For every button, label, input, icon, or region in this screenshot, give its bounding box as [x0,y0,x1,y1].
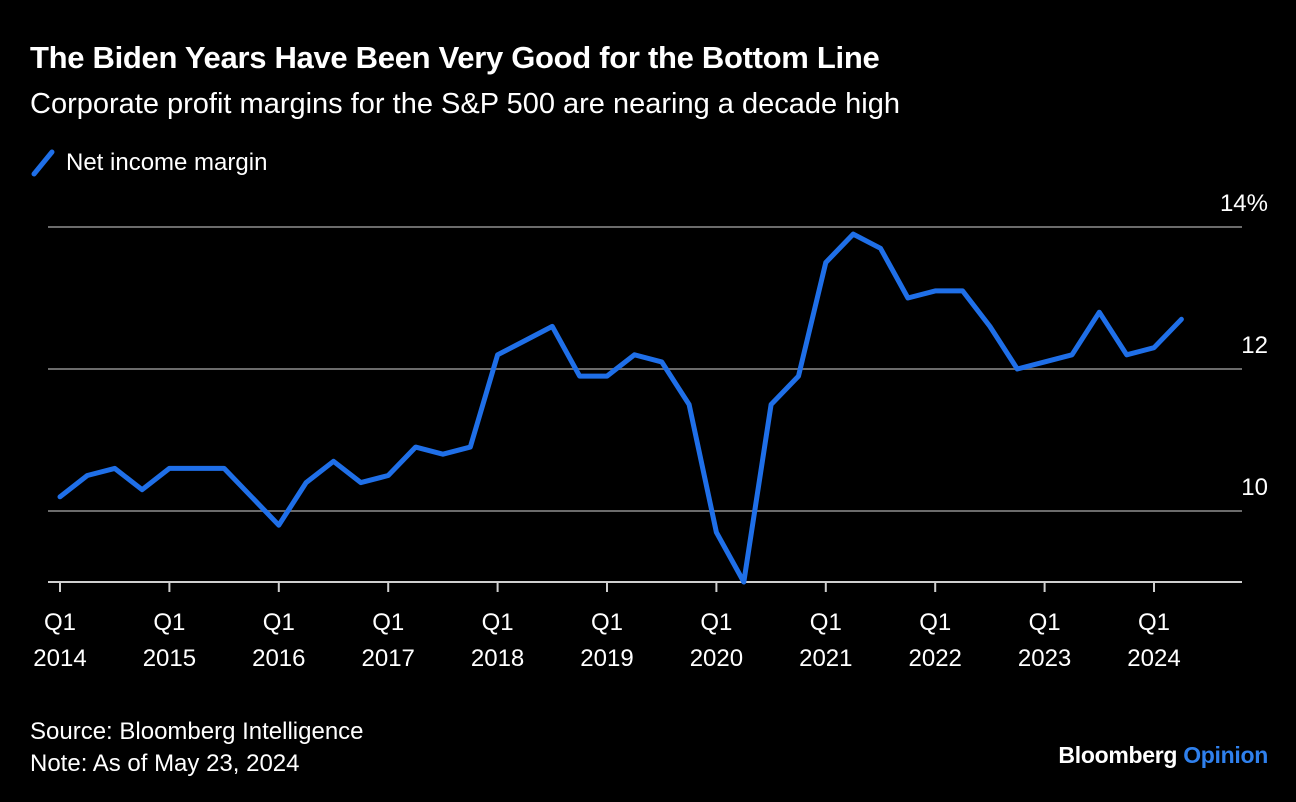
x-tick-quarter-2022: Q1 [919,609,951,636]
x-tick-quarter-2024: Q1 [1138,609,1170,636]
x-tick-year-2014: 2014 [33,645,86,672]
y-tick-label-14: 14% [1220,190,1268,217]
x-tick-quarter-2017: Q1 [372,609,404,636]
footer: Source: Bloomberg Intelligence Note: As … [30,716,364,780]
x-tick-year-2016: 2016 [252,645,305,672]
x-tick-year-2022: 2022 [909,645,962,672]
x-tick-year-2017: 2017 [362,645,415,672]
bloomberg-opinion-logo: Bloomberg Opinion [1058,742,1268,769]
x-tick-year-2020: 2020 [690,645,743,672]
legend-label: Net income margin [66,149,268,176]
source-note: Source: Bloomberg Intelligence [30,718,364,745]
x-tick-quarter-2019: Q1 [591,609,623,636]
x-tick-year-2023: 2023 [1018,645,1071,672]
legend-line-icon [31,149,55,177]
x-tick-quarter-2014: Q1 [44,609,76,636]
x-tick-quarter-2020: Q1 [700,609,732,636]
line-chart: 10 12 14% Q1 2014 Q1 2015 Q1 2016 Q1 2017 Q1 2018 Q1 2… [33,190,1268,672]
y-tick-label-12: 12 [1241,332,1268,359]
x-tick-quarter-2015: Q1 [153,609,185,636]
chart-subtitle: Corporate profit margins for the S&P 500… [30,88,900,120]
x-tick-quarter-2016: Q1 [263,609,295,636]
x-tick-quarter-2021: Q1 [810,609,842,636]
x-tick-year-2018: 2018 [471,645,524,672]
chart-title: The Biden Years Have Been Very Good for … [30,40,880,75]
x-tick-year-2019: 2019 [580,645,633,672]
x-tick-year-2015: 2015 [143,645,196,672]
series-line-net-income-margin [57,231,1184,585]
x-tick-year-2021: 2021 [799,645,852,672]
x-tick-year-2024: 2024 [1127,645,1180,672]
brand-name: Bloomberg [1058,742,1178,768]
date-note: Note: As of May 23, 2024 [30,750,300,777]
y-tick-label-10: 10 [1241,474,1268,501]
brand-product: Opinion [1183,742,1268,768]
legend: Net income margin [30,148,267,178]
x-tick-quarter-2023: Q1 [1029,609,1061,636]
x-tick-quarter-2018: Q1 [482,609,514,636]
